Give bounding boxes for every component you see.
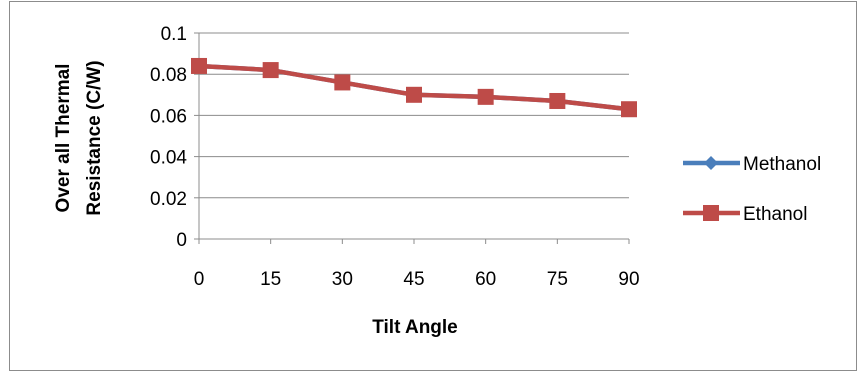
data-point (477, 88, 494, 105)
legend: Methanol Ethanol (683, 154, 821, 225)
data-point (191, 57, 207, 74)
legend-item: Ethanol (683, 204, 807, 225)
data-point (262, 62, 279, 79)
legend-item: Methanol (683, 154, 821, 175)
data-point (334, 74, 351, 91)
legend-label: Ethanol (743, 204, 807, 225)
legend-marker (703, 205, 719, 221)
x-tick-label: 75 (547, 269, 568, 290)
x-tick-label: 30 (332, 269, 353, 290)
y-tick-label: 0.04 (150, 148, 187, 169)
y-tick-label: 0.06 (150, 106, 187, 127)
y-tick-labels: 0 0.02 0.04 0.06 0.08 0.1 (150, 24, 187, 251)
y-axis-title: Over all Thermal Resistance (C/W) (53, 60, 105, 215)
grid-lines (199, 32, 629, 199)
y-tick-label: 0.08 (150, 65, 187, 86)
y-tick-label: 0.1 (161, 24, 187, 45)
chart-frame (9, 1, 857, 371)
data-point (549, 92, 566, 109)
series-layer (191, 57, 637, 118)
axes (194, 32, 630, 244)
x-axis-title: Tilt Angle (372, 317, 458, 338)
y-axis-title-line-2: Resistance (C/W) (84, 60, 105, 215)
y-tick-label: 0.02 (150, 189, 187, 210)
x-tick-label: 45 (403, 269, 424, 290)
data-point (406, 86, 422, 103)
x-tick-labels: 0 15 30 45 60 75 90 (194, 269, 640, 290)
y-tick-label: 0 (176, 230, 187, 251)
x-tick-label: 15 (260, 269, 281, 290)
data-point (621, 101, 637, 118)
legend-marker (704, 156, 718, 170)
x-tick-label: 0 (194, 269, 205, 290)
x-tick-label: 90 (618, 269, 639, 290)
x-tick-label: 60 (475, 269, 496, 290)
series-ethanol (191, 57, 637, 118)
legend-label: Methanol (743, 154, 821, 175)
y-axis-title-line-1: Over all Thermal (53, 64, 74, 213)
